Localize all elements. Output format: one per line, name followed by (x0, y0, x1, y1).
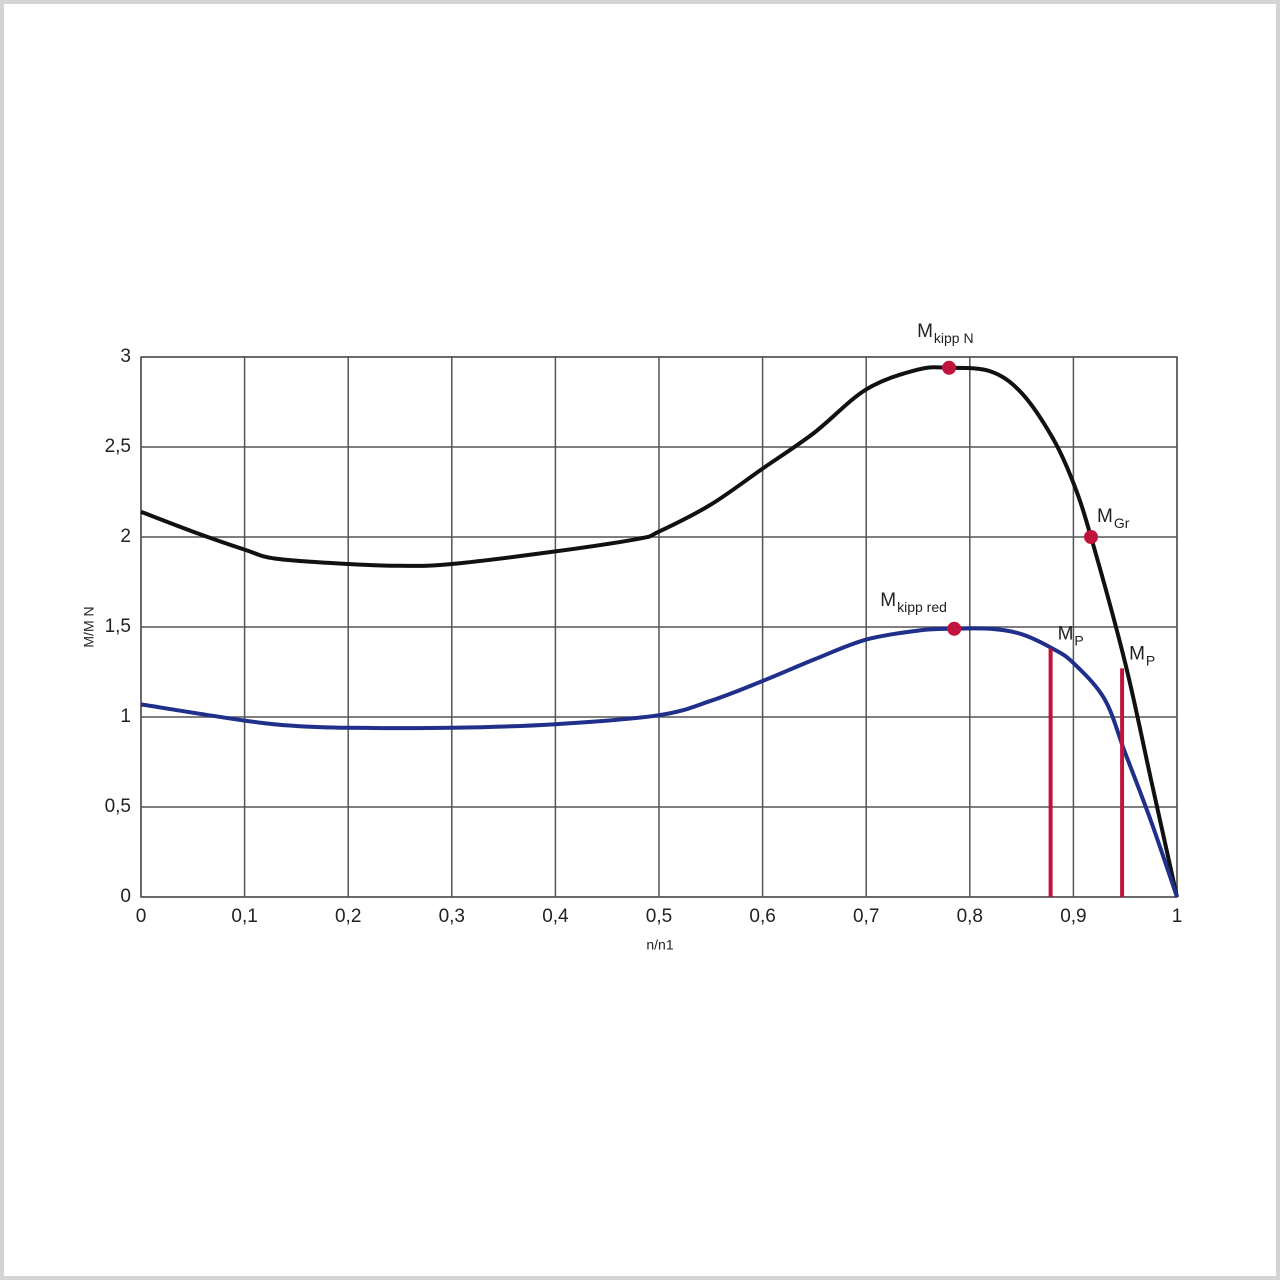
x-tick-label: 0,6 (749, 906, 775, 927)
marker-point (942, 360, 957, 375)
y-tick-label: 0,5 (105, 796, 131, 817)
x-tick-label: 0,5 (646, 906, 672, 927)
marker-label: MGr (1097, 506, 1130, 531)
y-tick-label: 2 (120, 526, 131, 547)
label-main: M (917, 321, 933, 342)
label-sub: kipp N (934, 330, 974, 346)
label-main: M (880, 590, 896, 611)
x-tick-label: 0,8 (957, 906, 983, 927)
x-axis-label: n/n1 (646, 937, 673, 953)
label-main: M (1129, 643, 1145, 664)
marker-line-label: MP (1129, 643, 1155, 668)
label-sub: Gr (1114, 515, 1130, 531)
plot-frame (140, 356, 1178, 898)
label-main: M (1058, 624, 1074, 645)
x-tick-label: 0,1 (231, 906, 257, 927)
label-main: M (1097, 506, 1113, 527)
y-tick-label: 3 (120, 346, 131, 367)
x-tick-label: 1 (1172, 906, 1183, 927)
y-axis-label: M/M N (81, 606, 97, 647)
line-series (140, 626, 1179, 898)
label-sub: P (1074, 632, 1083, 648)
marker-label: Mkipp red (880, 590, 947, 615)
y-tick-label: 2,5 (105, 436, 131, 457)
label-sub: kipp red (897, 599, 947, 615)
y-tick-label: 1,5 (105, 616, 131, 637)
marker-line-label: MP (1058, 624, 1084, 649)
x-tick-label: 0,9 (1060, 906, 1086, 927)
x-tick-label: 0 (136, 906, 147, 927)
x-tick-label: 0,7 (853, 906, 879, 927)
x-tick-label: 0,4 (542, 906, 569, 927)
y-tick-label: 0 (120, 886, 131, 907)
label-sub: P (1146, 652, 1155, 668)
marker-point (1084, 530, 1099, 544)
marker-label: Mkipp N (917, 321, 974, 346)
marker-point (947, 621, 962, 636)
x-tick-label: 0,2 (335, 906, 361, 927)
x-tick-label: 0,3 (439, 906, 465, 927)
y-tick-label: 1 (120, 706, 131, 727)
